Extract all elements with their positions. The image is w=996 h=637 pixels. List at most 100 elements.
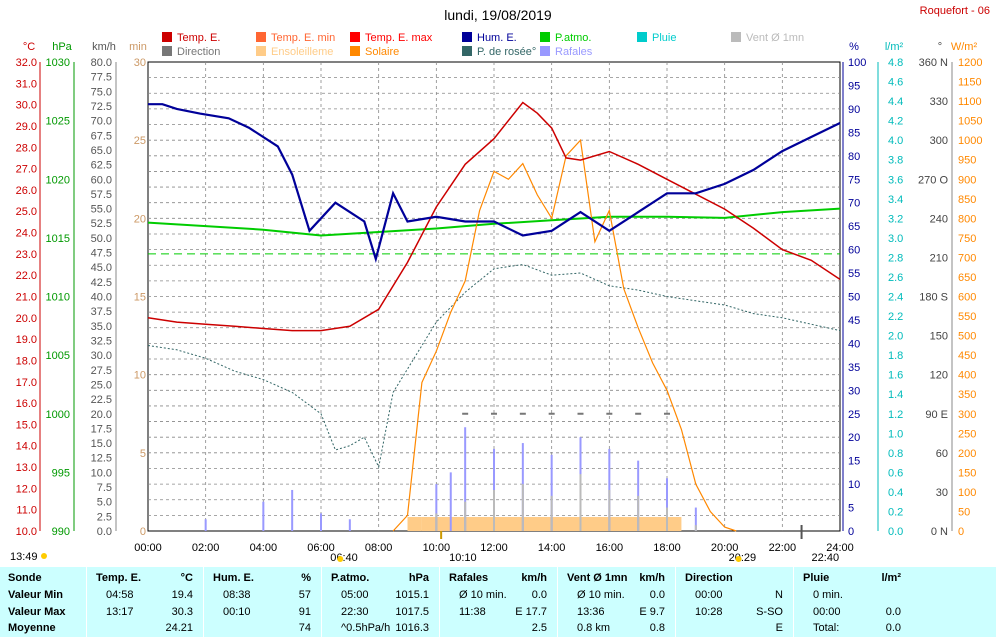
legend-swatch (162, 46, 172, 56)
direction-mark (548, 412, 555, 415)
table-cell-value: E 9.7 (639, 606, 665, 618)
legend-item: Vent Ø 1mn (731, 32, 804, 44)
wind-bar (550, 495, 553, 531)
gust-bar (449, 472, 452, 531)
humidity-tick: 75 (848, 174, 860, 186)
legend-item: P. de rosée° (462, 46, 536, 58)
legend-swatch (462, 46, 472, 56)
direction-tick: 360 N (919, 57, 948, 69)
kmh-tick: 60.0 (91, 174, 112, 186)
rain-tick: 3.2 (888, 213, 903, 225)
gust-bar (204, 519, 207, 531)
kmh-tick: 7.5 (97, 482, 112, 494)
wind-bar (579, 474, 582, 531)
temp-tick: 20.0 (16, 313, 37, 325)
time-tick: 02:00 (192, 542, 220, 554)
table-cell-time: 11:38 (459, 606, 486, 618)
kmh-tick: 30.0 (91, 350, 112, 362)
direction-tick: 180 S (919, 292, 948, 304)
legend-label: P.atmo. (555, 32, 592, 44)
table-header-unit: % (301, 572, 311, 584)
hpa-tick: 995 (52, 467, 70, 479)
table-header-unit: km/h (639, 572, 665, 584)
table-cell-time: 13:17 (106, 606, 134, 618)
kmh-tick: 2.5 (97, 511, 112, 523)
direction-mark (519, 412, 526, 415)
legend-label: Vent Ø 1mn (746, 32, 805, 44)
table-header-unit: hPa (408, 572, 429, 584)
kmh-tick: 45.0 (91, 262, 112, 274)
temp-tick: 18.0 (16, 355, 37, 367)
legend-item: Solaire (350, 46, 399, 58)
solar-tick: 1150 (958, 77, 982, 89)
kmh-tick: 0.0 (97, 526, 112, 538)
gust-bar (464, 427, 467, 531)
table-cell-time: 00:10 (223, 606, 251, 618)
wind-bar (637, 495, 640, 531)
table-cell-time: 00:00 (695, 589, 723, 601)
humidity-tick: 40 (848, 338, 860, 350)
humidity-tick: 90 (848, 104, 860, 116)
table-cell-value: 0.0 (649, 589, 665, 601)
gust-bar (550, 454, 553, 531)
legend-label: Ensoleilleme (271, 46, 334, 58)
kmh-tick: 70.0 (91, 116, 112, 128)
humidity-tick: 30 (848, 385, 860, 397)
time-tick: 16:00 (596, 542, 624, 554)
legend-item: Ensoleilleme (256, 46, 333, 58)
wind-bar (464, 501, 467, 531)
table-cell-time: Ø 10 min. (577, 589, 625, 601)
weather-chart: 32.0 31.0 30.0 29.0 28.0 27.0 26.0 25.0 24.0 23.0… (10, 41, 982, 564)
rain-tick: 1.0 (888, 428, 903, 440)
wind-bar (608, 489, 611, 531)
time-tick: 12:00 (480, 542, 508, 554)
table-cell-time: 22:30 (341, 606, 369, 618)
legend-swatch (462, 32, 472, 42)
station-name: Roquefort - 06 (919, 5, 990, 17)
humidity-tick: 80 (848, 151, 860, 163)
humidity-tick: 0 (848, 526, 854, 538)
sunrise-time: 06:40 (330, 552, 358, 564)
humidity-line (148, 103, 841, 264)
solar-tick: 900 (958, 174, 976, 186)
legend-label: Solaire (365, 46, 400, 58)
table-cell-value: 0.0 (885, 622, 901, 634)
temp-tick: 28.0 (16, 142, 37, 154)
legend-label: P. de rosée° (477, 46, 537, 58)
legend-item: Rafales (540, 46, 592, 58)
hpa-tick: 1020 (46, 174, 70, 186)
solar-tick: 500 (958, 331, 976, 343)
legend-item: Temp. E. max (350, 32, 432, 44)
solar-tick: 300 (958, 409, 976, 421)
kmh-tick: 62.5 (91, 160, 112, 172)
time-tick: 14:00 (538, 542, 566, 554)
solar-tick: 700 (958, 252, 976, 264)
legend-swatch (637, 32, 647, 42)
kmh-tick: 52.5 (91, 218, 112, 230)
table-cell-value: 1016.3 (395, 622, 429, 634)
kmh-tick-unit: km/h (92, 41, 116, 53)
humidity-tick: 95 (848, 80, 860, 92)
wind-bar (493, 489, 495, 531)
direction-tick: 120 (930, 370, 948, 382)
table-row-label: Valeur Min (8, 589, 64, 601)
sun-minutes-tick: 5 (140, 448, 146, 460)
table-header: Direction (685, 572, 733, 584)
rain-tick: 4.8 (888, 57, 903, 69)
table-header-unit: km/h (521, 572, 547, 584)
table-header: Sonde (8, 572, 42, 584)
solar-tick: 750 (958, 233, 976, 245)
direction-tick: 330 (930, 96, 948, 108)
direction-tick: 240 (930, 213, 948, 225)
humidity-tick: 5 (848, 503, 854, 515)
humidity-tick: 20 (848, 432, 860, 444)
temperature-line (147, 101, 841, 332)
solar-tick: 0 (958, 526, 964, 538)
table-cell-value: 0.0 (885, 606, 901, 618)
temp-tick: 26.0 (16, 185, 37, 197)
table-cell-value: 0.0 (531, 589, 547, 601)
hpa-tick: 1015 (46, 233, 70, 245)
temp-tick: 15.0 (16, 419, 37, 431)
table-separator (203, 567, 204, 637)
table-cell-value: 1017.5 (395, 606, 429, 618)
